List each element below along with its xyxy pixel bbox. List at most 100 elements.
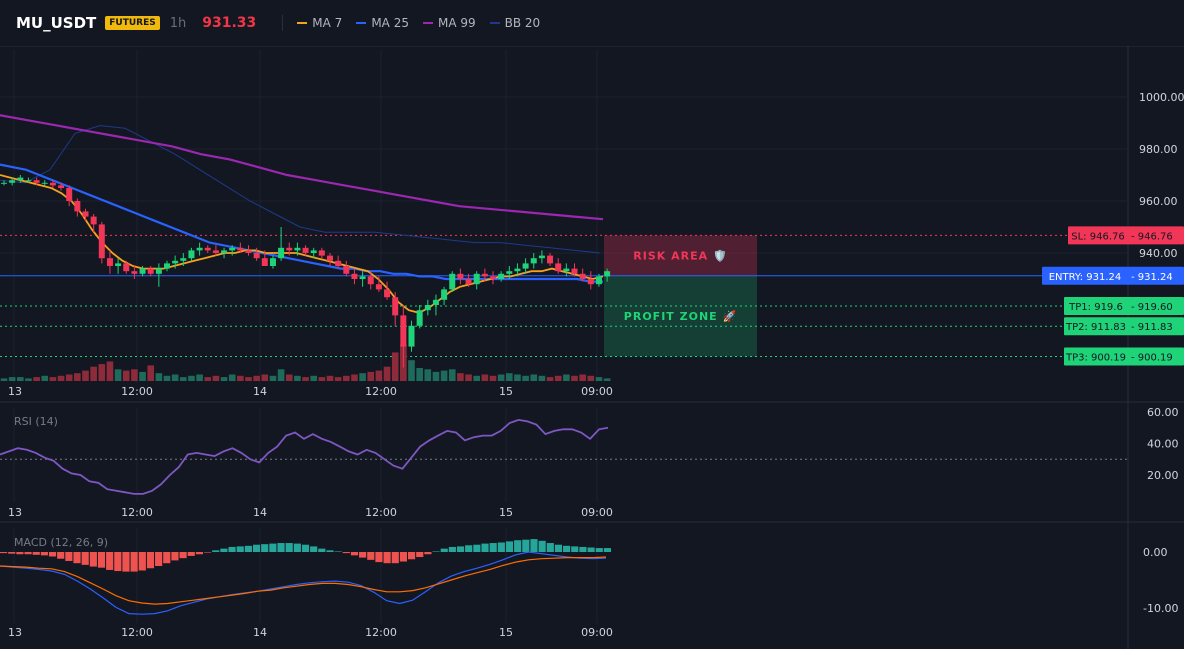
level-tag xyxy=(1042,266,1184,285)
volume-bar xyxy=(603,378,611,381)
symbol-name[interactable]: MU_USDT xyxy=(16,14,97,32)
volume-bar xyxy=(424,369,432,381)
candle-body xyxy=(327,255,333,261)
candle-body xyxy=(547,255,554,264)
macd-histogram-bar xyxy=(326,550,334,552)
candle-body xyxy=(1,182,7,184)
level-tag xyxy=(1064,347,1184,366)
volume-bar xyxy=(538,375,546,381)
candle-body xyxy=(115,263,122,266)
macd-histogram-bar xyxy=(65,552,73,561)
candle-body xyxy=(82,211,89,217)
candle-body xyxy=(25,180,32,182)
volume-bar xyxy=(188,375,195,381)
chart-canvas[interactable]: 1000.00 980.00 960.00 940.00 RISK AREA 🛡️ PRO… xyxy=(0,46,1184,649)
volume-bar xyxy=(334,377,342,381)
rsi-axis-tick: 20.00 xyxy=(1147,469,1179,482)
level-tag xyxy=(1064,317,1184,336)
volume-bar xyxy=(261,374,269,381)
volume-bar xyxy=(228,374,236,381)
candle-body xyxy=(416,310,423,326)
level-tag-value: - 900.19 xyxy=(1131,353,1173,364)
candle-body xyxy=(221,250,228,253)
candle-body xyxy=(318,250,325,256)
candle-body xyxy=(400,315,407,347)
volume-bar xyxy=(41,375,49,381)
macd-histogram-bar xyxy=(40,552,48,556)
volume-bar xyxy=(318,377,326,381)
header-divider xyxy=(282,15,284,31)
candle-body xyxy=(563,268,570,272)
macd-histogram-bar xyxy=(514,540,522,552)
volume-bar xyxy=(8,377,16,381)
macd-histogram-bar xyxy=(546,543,554,552)
macd-histogram-bar xyxy=(554,544,563,552)
time-axis-tick: 14 xyxy=(253,626,267,639)
candle-body xyxy=(17,177,24,181)
candle-body xyxy=(123,263,130,272)
volume-bar xyxy=(563,374,570,381)
volume-bar xyxy=(106,361,114,381)
macd-histogram-bar xyxy=(350,552,359,556)
volume-bar xyxy=(269,375,277,381)
macd-histogram-bar xyxy=(236,546,244,552)
volume-bar xyxy=(196,374,203,381)
volume-bar xyxy=(457,373,464,381)
volume-bar xyxy=(489,375,497,381)
time-axis-tick: 14 xyxy=(253,385,267,398)
legend-bb20[interactable]: BB 20 xyxy=(489,16,540,30)
macd-histogram-bar xyxy=(106,552,114,570)
macd-histogram-bar xyxy=(595,548,603,552)
candle-body xyxy=(432,299,439,305)
candle-body xyxy=(212,250,219,253)
legend-ma25[interactable]: MA 25 xyxy=(356,16,409,30)
candle-body xyxy=(49,182,56,186)
interval-selector[interactable]: 1h xyxy=(169,15,187,31)
macd-histogram-bar xyxy=(456,546,465,552)
price-axis-tick: 1000.00 xyxy=(1139,91,1184,104)
legend-swatch xyxy=(356,22,367,24)
macd-histogram-bar xyxy=(16,552,24,555)
volume-bar xyxy=(277,369,285,381)
time-axis-tick: 09:00 xyxy=(581,506,613,519)
candle-body xyxy=(490,276,496,279)
candle-body xyxy=(237,247,244,251)
macd-histogram-bar xyxy=(432,551,440,552)
macd-histogram-bar xyxy=(171,552,179,561)
volume-bar xyxy=(375,370,383,381)
macd-histogram-bar xyxy=(391,552,399,564)
legend-ma99[interactable]: MA 99 xyxy=(422,16,476,30)
bollinger-band-line xyxy=(0,125,601,254)
candle-body xyxy=(555,263,562,272)
macd-histogram-bar xyxy=(408,552,416,560)
candle-body xyxy=(449,273,456,290)
candle-body xyxy=(245,250,252,253)
volume-bar xyxy=(391,352,399,381)
volume-bar xyxy=(514,374,521,381)
level-tag-label: TP3: 900.19 xyxy=(1065,353,1126,364)
macd-histogram-bar xyxy=(24,552,32,555)
volume-bar xyxy=(481,374,489,381)
candle-body xyxy=(98,224,105,259)
time-axis-tick: 15 xyxy=(499,506,513,519)
chart-header: MU_USDT FUTURES 1h 931.33 MA 7 MA 25 MA … xyxy=(0,0,1184,47)
candle-body xyxy=(408,325,415,347)
macd-histogram-bar xyxy=(187,552,195,556)
level-tag-label: SL: 946.76 xyxy=(1071,231,1124,242)
candle-body xyxy=(131,271,138,274)
candle-body xyxy=(147,268,154,274)
volume-bar xyxy=(554,375,562,381)
macd-histogram-bar xyxy=(138,552,146,571)
level-tag-label: ENTRY: 931.24 xyxy=(1049,272,1122,283)
price-axis-tick: 960.00 xyxy=(1139,195,1178,208)
candle-body xyxy=(41,182,48,184)
candle-body xyxy=(302,247,309,253)
legend-ma7[interactable]: MA 7 xyxy=(297,16,342,30)
candle-body xyxy=(530,258,537,264)
macd-histogram-bar xyxy=(481,543,489,552)
candle-body xyxy=(164,263,170,269)
macd-histogram-bar xyxy=(505,541,514,552)
volume-bar xyxy=(114,369,122,381)
macd-histogram-bar xyxy=(261,544,269,552)
macd-histogram-bar xyxy=(359,552,367,558)
